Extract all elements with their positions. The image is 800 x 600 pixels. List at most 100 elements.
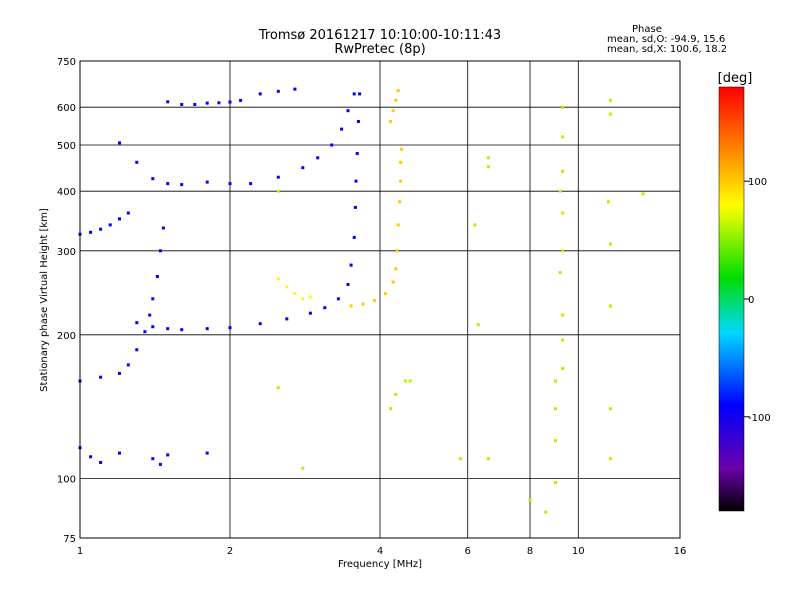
data-point <box>249 182 253 186</box>
data-point <box>308 295 312 299</box>
data-point <box>166 182 170 186</box>
data-point <box>398 200 402 204</box>
data-point <box>608 407 612 411</box>
data-point <box>217 101 221 105</box>
data-point <box>293 292 297 296</box>
x-tick-label: 1 <box>77 546 83 557</box>
data-point <box>404 379 407 383</box>
chart-title: Tromsø 20161217 10:10:00-10:11:43 <box>258 28 502 43</box>
data-point <box>89 455 93 459</box>
data-point <box>161 226 165 230</box>
data-point <box>561 338 565 342</box>
data-point <box>228 182 232 186</box>
data-point <box>486 457 490 461</box>
data-point <box>89 230 93 234</box>
data-point <box>355 152 359 155</box>
data-point <box>528 498 532 502</box>
data-point <box>158 462 162 466</box>
data-point <box>118 371 121 375</box>
data-point <box>151 177 155 181</box>
phase-heading: Phase <box>632 24 662 35</box>
data-point <box>293 87 297 91</box>
data-point <box>641 192 645 196</box>
data-point <box>205 451 209 455</box>
data-point <box>166 453 170 457</box>
data-point <box>180 183 184 187</box>
data-point <box>180 328 184 332</box>
data-point <box>148 313 152 317</box>
y-tick-label: 600 <box>57 103 76 114</box>
data-point <box>389 120 393 123</box>
data-point <box>544 510 548 514</box>
data-point <box>118 217 121 221</box>
data-point <box>228 100 232 104</box>
data-point <box>151 457 155 461</box>
data-point <box>396 89 400 93</box>
data-point <box>486 165 490 169</box>
y-tick-label: 400 <box>57 187 76 198</box>
data-point <box>608 304 612 308</box>
x-axis-label: Frequency [MHz] <box>338 559 422 570</box>
data-point <box>276 89 280 93</box>
data-point <box>99 461 103 464</box>
data-point <box>151 325 155 329</box>
data-point <box>608 112 612 116</box>
data-point <box>354 179 358 183</box>
data-point <box>473 223 477 227</box>
data-point <box>346 283 350 286</box>
data-point <box>458 457 462 461</box>
chart-subtitle: RwPretec (8p) <box>334 42 426 57</box>
data-point <box>358 92 362 96</box>
data-point <box>408 379 412 383</box>
data-point <box>561 367 565 370</box>
data-point <box>301 466 305 470</box>
data-point <box>276 386 280 390</box>
data-point <box>394 267 398 271</box>
data-point <box>391 280 395 284</box>
data-point <box>486 156 490 160</box>
data-point <box>166 100 170 104</box>
data-point <box>349 304 353 308</box>
data-point <box>352 235 356 239</box>
data-point <box>554 481 557 485</box>
y-tick-label: 75 <box>63 534 76 545</box>
data-point <box>99 227 103 231</box>
colorbar-tick-label: 0 <box>748 295 754 306</box>
data-point <box>258 322 262 326</box>
data-point <box>108 223 112 227</box>
y-axis-ticks: 75 100 200 300 400 500 600 750 <box>57 57 76 545</box>
data-points <box>78 87 645 514</box>
data-point <box>276 189 280 193</box>
data-point <box>561 211 565 215</box>
x-tick-label: 2 <box>227 546 233 557</box>
data-point <box>561 313 565 317</box>
data-point <box>308 311 312 315</box>
data-point <box>554 379 557 383</box>
data-point <box>205 101 209 105</box>
y-tick-label: 200 <box>57 331 76 342</box>
data-point <box>239 98 243 102</box>
data-point <box>400 147 404 151</box>
data-point <box>135 321 139 325</box>
data-point <box>118 451 121 455</box>
data-point <box>158 249 162 253</box>
x-tick-label: 6 <box>465 546 471 557</box>
data-point <box>608 242 612 246</box>
data-point <box>135 348 139 352</box>
data-point <box>389 407 393 411</box>
data-point <box>356 120 360 123</box>
data-point <box>340 127 344 131</box>
data-point <box>301 297 305 301</box>
data-point <box>336 297 340 301</box>
phase-stats-o: mean, sd,O: -94.9, 15.6 <box>607 34 726 45</box>
colorbar <box>718 86 745 512</box>
data-point <box>558 271 562 275</box>
x-tick-label: 10 <box>572 546 585 557</box>
data-point <box>285 317 289 321</box>
data-point <box>126 211 130 215</box>
data-point <box>394 392 398 396</box>
data-point <box>396 223 400 227</box>
colorbar-tick-label: 100 <box>748 177 767 188</box>
data-point <box>330 143 334 147</box>
